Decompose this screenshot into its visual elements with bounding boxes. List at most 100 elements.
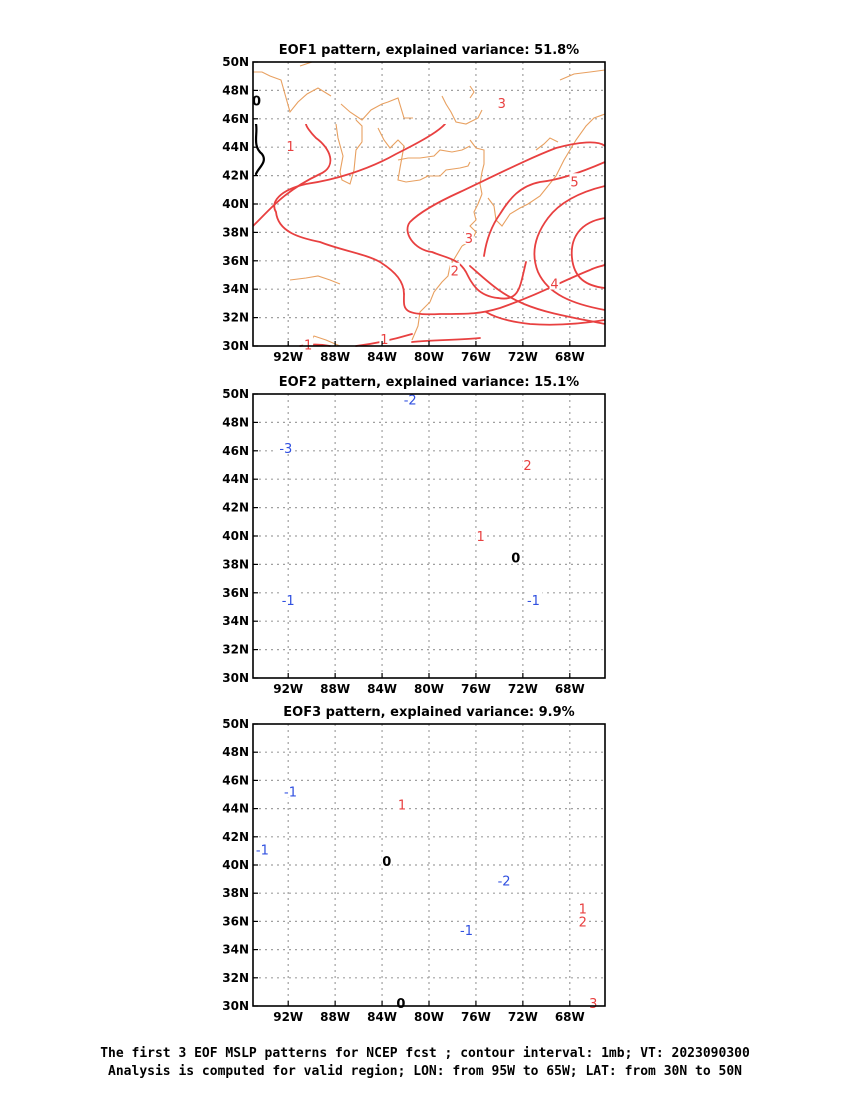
coastline-segment [341, 760, 413, 782]
coastline-segment [470, 748, 474, 760]
lon-tick-label: 84W [367, 1010, 397, 1024]
contour-label-bg [279, 591, 298, 606]
lat-tick-label: 32N [222, 311, 249, 325]
coastline-segment [536, 800, 558, 812]
contour-label-bg [496, 95, 507, 110]
contour-positive [403, 263, 605, 316]
contour-label-bg [397, 796, 408, 811]
coastline-segment [377, 127, 429, 183]
contour-positive [310, 670, 356, 678]
lat-tick-label: 42N [222, 169, 249, 183]
panel-title: EOF2 pattern, explained variance: 15.1% [279, 375, 579, 390]
contour-label: 1 [476, 530, 484, 545]
contour-label-bg [524, 591, 543, 606]
lon-tick-label: 88W [320, 682, 350, 696]
grid-lines [253, 724, 605, 1006]
coastline-segment [470, 472, 484, 526]
lon-tick-label: 72W [508, 1010, 538, 1024]
lat-tick-label: 38N [222, 225, 249, 239]
contour-positive [273, 124, 446, 295]
lat-tick-label: 40N [222, 529, 249, 543]
contour-label-bg [276, 439, 295, 454]
lat-tick-label: 30N [222, 671, 249, 685]
contour-label: -1 [284, 786, 297, 801]
lat-tick-label: 36N [222, 254, 249, 268]
lat-tick-label: 38N [222, 886, 249, 900]
caption-line-1: The first 3 EOF MSLP patterns for NCEP f… [100, 1046, 750, 1061]
eof-panel-1: EOF1 pattern, explained variance: 51.8% 0… [222, 43, 606, 364]
eof-panel-2: EOF2 pattern, explained variance: 15.1% -… [222, 375, 606, 696]
contour-label-bg [281, 783, 300, 798]
contour-label: -3 [279, 442, 292, 457]
lon-tick-label: 68W [555, 1010, 585, 1024]
coastline-segment [290, 938, 340, 946]
contour-label-bg [577, 913, 588, 928]
contour-label: -1 [527, 594, 540, 609]
grid-lines [253, 394, 605, 678]
coastline-segment [441, 95, 483, 125]
contour-label: 3 [465, 232, 473, 247]
lat-tick-label: 50N [222, 387, 249, 401]
coastline-segment [341, 430, 413, 452]
contour-label: 5 [570, 175, 578, 190]
eof-panel-3: EOF3 pattern, explained variance: 9.9% -1… [222, 705, 606, 1024]
lon-tick-label: 92W [273, 350, 303, 364]
coastline-segment [398, 478, 470, 492]
contour-label-bg [381, 852, 392, 867]
lon-tick-label: 84W [367, 682, 397, 696]
coastline-segment [470, 802, 484, 856]
contour-positive [532, 464, 605, 556]
contour-zero [309, 724, 605, 862]
contour-label: 0 [382, 855, 391, 870]
coastline-segment [412, 578, 462, 672]
contour-positive [411, 337, 481, 343]
coastline-segment [426, 161, 471, 177]
coastline-segment [253, 404, 331, 444]
panel-title: EOF3 pattern, explained variance: 9.9% [283, 705, 574, 720]
lat-tick-label: 46N [222, 773, 249, 787]
lat-tick-label: 44N [222, 802, 249, 816]
contour-label: 2 [579, 915, 587, 930]
contour-positive [403, 724, 547, 808]
contour-label: 0 [252, 94, 261, 109]
coastline-segment [336, 452, 362, 516]
lat-tick-label: 34N [222, 943, 249, 957]
contour-label: 1 [286, 140, 294, 155]
coastline-segment [462, 856, 482, 908]
contour-positive [497, 261, 527, 300]
coastline-segment [560, 402, 605, 412]
contour-label: -1 [256, 843, 269, 858]
coastline-segment [378, 460, 428, 514]
contour-label-bg [457, 921, 476, 936]
coastline-segment [487, 185, 549, 227]
coastline-segment [253, 734, 331, 774]
contour-label-bg [495, 872, 514, 887]
coastline-segment [426, 824, 470, 838]
contour-label-bg [303, 336, 314, 351]
contour-positive [485, 311, 605, 326]
coastline-segment [469, 85, 475, 99]
coastline-segment [559, 69, 605, 81]
lon-tick-label: 68W [555, 682, 585, 696]
contour-label-bg [522, 457, 533, 471]
contour-positive [483, 161, 605, 257]
lon-tick-label: 76W [461, 682, 491, 696]
lat-tick-label: 32N [222, 971, 249, 985]
coastline-segment [412, 908, 462, 1002]
contour-label-bg [475, 528, 486, 542]
lat-tick-label: 38N [222, 557, 249, 571]
contour-label: 0 [511, 551, 520, 566]
contour-positive [480, 938, 605, 1008]
coastline-segment [560, 732, 605, 742]
contour-label-bg [379, 330, 390, 345]
contour-positive [533, 185, 605, 311]
contour-positive [406, 141, 605, 299]
contour-label: 3 [498, 97, 506, 112]
contour-label-bg [549, 275, 560, 290]
coastline-segment [289, 275, 341, 285]
contour-label: -2 [498, 875, 511, 890]
contour-label: 0 [396, 997, 405, 1012]
lat-tick-label: 34N [222, 282, 249, 296]
lon-tick-label: 72W [508, 350, 538, 364]
caption-line-2: Analysis is computed for valid region; L… [108, 1064, 742, 1079]
